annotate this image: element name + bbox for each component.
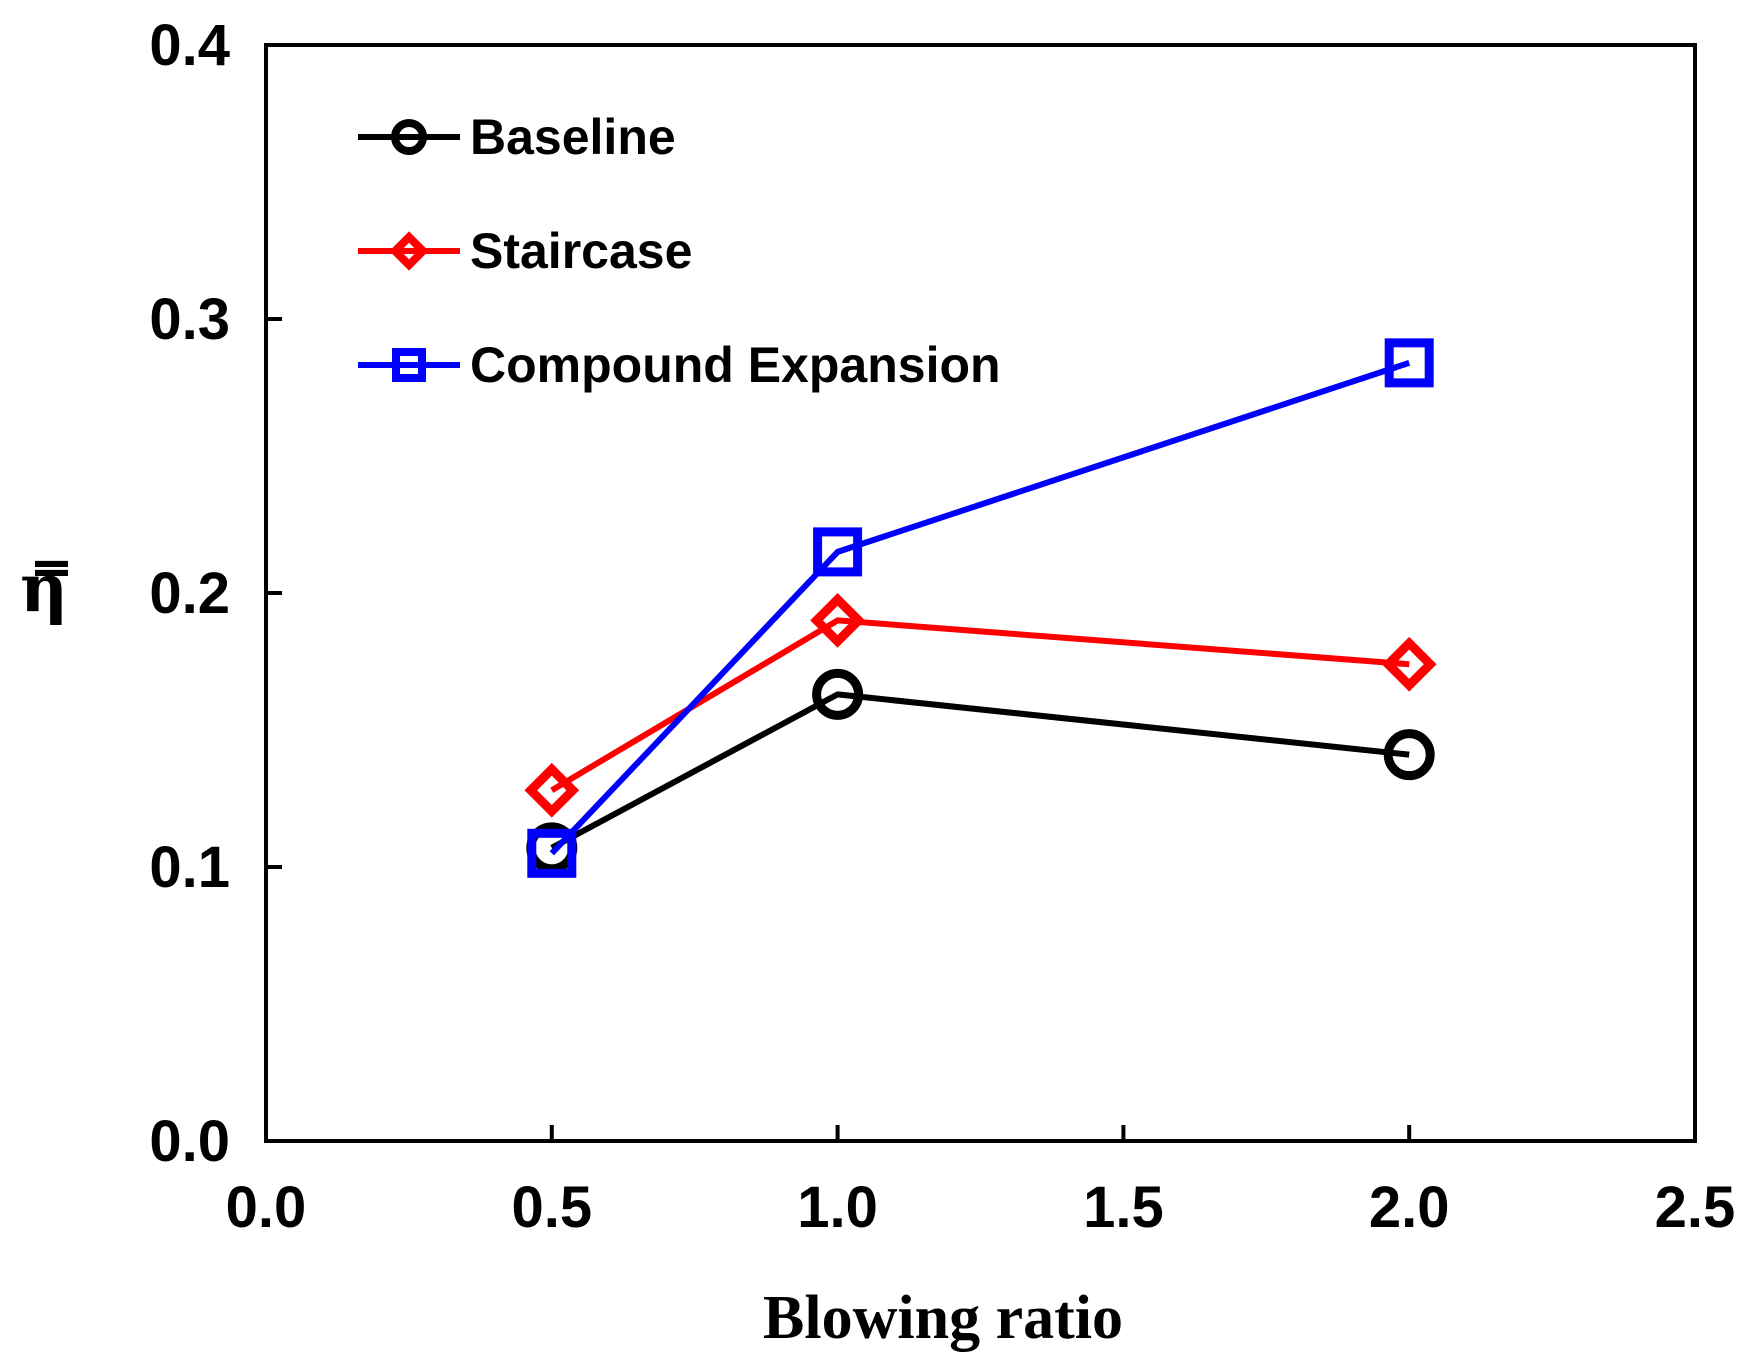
legend-entry: Staircase (358, 223, 692, 279)
data-point (1383, 729, 1435, 781)
legend-entry: Compound Expansion (358, 337, 1001, 393)
y-tick-label: 0.4 (149, 13, 230, 78)
legend-marker (391, 119, 427, 155)
y-tick-label: 0.2 (149, 561, 230, 626)
x-axis-label: Blowing ratio (763, 1284, 1123, 1352)
x-tick-label: 1.5 (1083, 1175, 1164, 1240)
series-compound-expansion (527, 338, 1434, 878)
y-tick-label: 0.3 (149, 287, 230, 352)
series-staircase (524, 593, 1437, 818)
x-tick-label: 0.5 (511, 1175, 592, 1240)
x-tick-label: 0.0 (226, 1175, 307, 1240)
x-tick-label: 2.5 (1655, 1175, 1736, 1240)
series-line (550, 617, 1410, 793)
series-line (549, 359, 1411, 856)
legend-marker (392, 348, 426, 382)
data-point (810, 593, 865, 648)
data-point (527, 828, 577, 878)
data-point (1381, 636, 1437, 692)
x-tick-label: 1.0 (797, 1175, 878, 1240)
legend-label: Compound Expansion (470, 337, 1001, 393)
y-axis-label: η̿ (20, 549, 68, 627)
y-tick-label: 0.1 (149, 835, 230, 900)
data-point (813, 527, 863, 577)
data-point (524, 762, 580, 818)
data-point (812, 668, 864, 720)
series-layer (524, 338, 1437, 878)
legend-label: Staircase (470, 223, 692, 279)
series-line (550, 691, 1410, 851)
y-tick-label: 0.0 (149, 1109, 230, 1174)
axes: 0.0 0.1 0.2 0.3 0.4 0.0 0.5 1.0 1.5 2.0 2.5 (149, 13, 1735, 1240)
legend-label: Baseline (470, 109, 676, 165)
x-tick-label: 2.0 (1369, 1175, 1450, 1240)
legend-entry: Baseline (358, 109, 676, 165)
legend-marker (389, 231, 429, 271)
data-point (1384, 338, 1434, 388)
legend: Baseline Staircase Compound Expansion (358, 109, 1001, 393)
